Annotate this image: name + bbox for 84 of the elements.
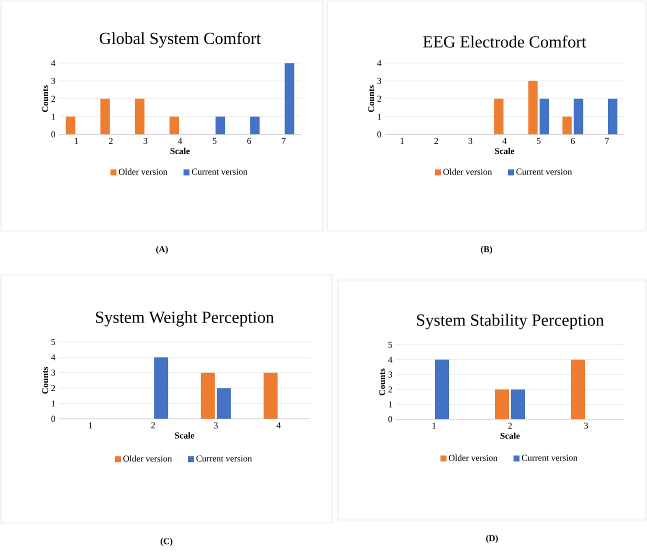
x-tick-label: 6 xyxy=(247,138,252,144)
x-tick-label: 7 xyxy=(282,138,286,144)
bar xyxy=(169,116,180,134)
y-tick-label: 0 xyxy=(51,131,56,138)
x-tick-label: 2 xyxy=(151,422,155,428)
y-tick-label: 1 xyxy=(52,114,55,120)
y-tick-label: 5 xyxy=(52,338,56,345)
x-tick-label: 4 xyxy=(502,138,507,144)
y-tick-label: 4 xyxy=(51,354,56,360)
y-tick-label: 0 xyxy=(377,131,382,138)
x-tick-label: 2 xyxy=(109,138,113,144)
x-tick-label: 2 xyxy=(508,422,512,429)
bar xyxy=(528,80,538,134)
y-tick-label: 5 xyxy=(388,342,392,348)
x-tick-label: 2 xyxy=(434,138,438,144)
chart-title: EEG Electrode Comfort xyxy=(423,36,586,48)
bar xyxy=(100,98,110,134)
bar xyxy=(216,388,231,419)
legend-label: Older version xyxy=(443,168,492,175)
legend-label: Current version xyxy=(522,454,578,461)
y-tick-label: 3 xyxy=(388,372,392,378)
x-tick-label: 5 xyxy=(212,138,216,144)
y-tick-label: 0 xyxy=(388,416,392,422)
y-tick-label: 4 xyxy=(388,356,392,363)
x-tick-label: 1 xyxy=(88,422,92,428)
bar xyxy=(562,116,572,134)
chart-title: System Stability Perception xyxy=(417,314,604,330)
x-tick-label: 6 xyxy=(570,138,575,144)
x-axis-title: Scale xyxy=(495,148,514,154)
y-tick-label: 1 xyxy=(52,400,55,406)
y-tick-label: 2 xyxy=(51,96,55,102)
x-tick-label: 4 xyxy=(276,422,281,428)
x-tick-label: 1 xyxy=(432,422,436,429)
legend-label: Older version xyxy=(448,454,498,461)
legend-label: Older version xyxy=(123,455,172,462)
bar xyxy=(134,98,144,134)
x-axis-title: Scale xyxy=(170,148,190,154)
bar xyxy=(154,357,168,419)
bar xyxy=(540,98,550,134)
chart-title: Global System Comfort xyxy=(100,32,261,48)
y-tick-label: 2 xyxy=(377,96,381,102)
legend-label: Current version xyxy=(192,168,248,175)
bar xyxy=(66,116,76,134)
text: (C) xyxy=(160,538,172,546)
y-tick-label: 3 xyxy=(51,370,56,376)
x-axis-title: Scale xyxy=(175,432,194,439)
bar xyxy=(608,98,618,134)
legend-label: Current version xyxy=(516,168,572,175)
y-tick-label: 3 xyxy=(377,78,382,84)
x-tick-label: 3 xyxy=(144,138,148,144)
y-tick-label: 3 xyxy=(51,78,56,84)
x-tick-label: 1 xyxy=(74,138,78,144)
bar xyxy=(494,98,504,134)
y-tick-label: 2 xyxy=(51,385,55,392)
x-tick-label: 5 xyxy=(536,138,541,144)
bar xyxy=(250,116,260,134)
legend-label: Older version xyxy=(118,168,168,175)
y-axis-title: Counts xyxy=(42,366,48,394)
y-tick-label: 4 xyxy=(51,60,56,66)
legend-label: Current version xyxy=(196,455,252,462)
x-tick-label: 3 xyxy=(584,422,588,429)
x-tick-label: 3 xyxy=(214,422,218,428)
text: (B) xyxy=(480,246,492,254)
bar xyxy=(216,116,226,134)
text: (A) xyxy=(156,246,168,254)
y-axis-title: Counts xyxy=(368,85,374,112)
x-tick-label: 4 xyxy=(178,138,182,144)
y-tick-label: 2 xyxy=(388,386,392,392)
y-tick-label: 1 xyxy=(388,401,392,408)
text: (D) xyxy=(486,534,498,544)
y-axis-title: Counts xyxy=(42,85,48,112)
chart-title: System Weight Perception xyxy=(96,311,274,326)
bar xyxy=(574,98,584,134)
y-tick-label: 4 xyxy=(377,60,382,66)
x-tick-label: 3 xyxy=(468,138,472,144)
y-tick-label: 1 xyxy=(378,114,381,120)
x-tick-label: 1 xyxy=(400,138,404,144)
bar xyxy=(284,63,294,134)
bar xyxy=(264,372,278,419)
y-axis-title: Counts xyxy=(379,368,386,396)
x-tick-label: 7 xyxy=(605,138,609,144)
x-axis-title: Scale xyxy=(500,432,520,439)
bar xyxy=(200,372,215,419)
y-tick-label: 0 xyxy=(51,416,56,422)
